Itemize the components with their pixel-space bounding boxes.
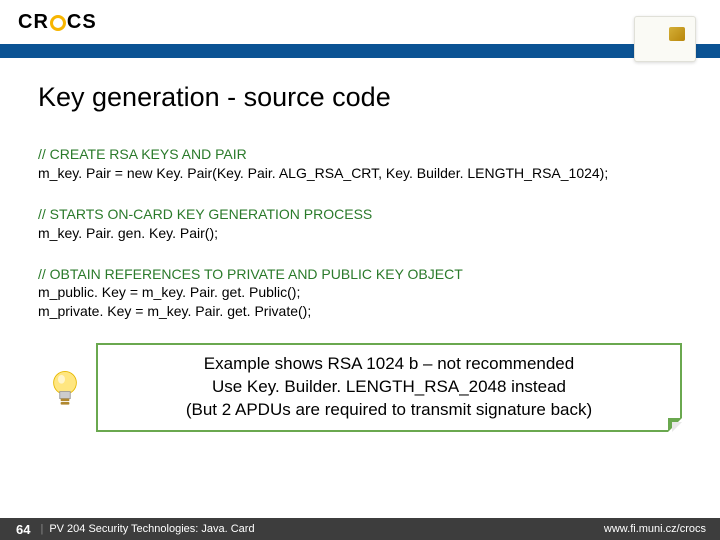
- callout-box: Example shows RSA 1024 b – not recommend…: [96, 343, 682, 432]
- comment-3: // OBTAIN REFERENCES TO PRIVATE AND PUBL…: [38, 265, 682, 284]
- footer-text: PV 204 Security Technologies: Java. Card: [49, 523, 254, 535]
- smartcard-icon: [634, 16, 696, 62]
- blue-bar: [0, 44, 720, 58]
- logo-pre: CR: [18, 11, 49, 34]
- code-line-3-0: m_public. Key = m_key. Pair. get. Public…: [38, 283, 682, 302]
- code-line-2-0: m_key. Pair. gen. Key. Pair();: [38, 224, 682, 243]
- logo: CR CS: [18, 11, 97, 34]
- comment-2: // STARTS ON-CARD KEY GENERATION PROCESS: [38, 205, 682, 224]
- logo-circle-icon: [50, 15, 66, 31]
- footer-separator: |: [40, 523, 43, 535]
- code-line-1-0: m_key. Pair = new Key. Pair(Key. Pair. A…: [38, 164, 682, 183]
- code-block-3: // OBTAIN REFERENCES TO PRIVATE AND PUBL…: [38, 265, 682, 322]
- callout-line-1: Example shows RSA 1024 b – not recommend…: [108, 353, 670, 376]
- logo-post: CS: [67, 11, 97, 34]
- callout-wrap: Example shows RSA 1024 b – not recommend…: [0, 343, 720, 432]
- footer-url: www.fi.muni.cz/crocs: [604, 523, 720, 535]
- header: CR CS: [0, 0, 720, 44]
- comment-1: // CREATE RSA KEYS AND PAIR: [38, 145, 682, 164]
- code-block-1: // CREATE RSA KEYS AND PAIR m_key. Pair …: [38, 145, 682, 183]
- code-line-3-1: m_private. Key = m_key. Pair. get. Priva…: [38, 302, 682, 321]
- footer: 64 | PV 204 Security Technologies: Java.…: [0, 518, 720, 540]
- callout-line-3: (But 2 APDUs are required to transmit si…: [108, 399, 670, 422]
- callout-line-2: Use Key. Builder. LENGTH_RSA_2048 instea…: [108, 376, 670, 399]
- lightbulb-icon: [44, 367, 86, 409]
- callout-fold-inner-icon: [672, 422, 682, 432]
- slide-title: Key generation - source code: [38, 82, 682, 113]
- logo-text: CR CS: [18, 11, 97, 34]
- content: Key generation - source code // CREATE R…: [0, 58, 720, 321]
- code-block-2: // STARTS ON-CARD KEY GENERATION PROCESS…: [38, 205, 682, 243]
- chip-contact-icon: [669, 27, 685, 41]
- page-number: 64: [0, 522, 40, 537]
